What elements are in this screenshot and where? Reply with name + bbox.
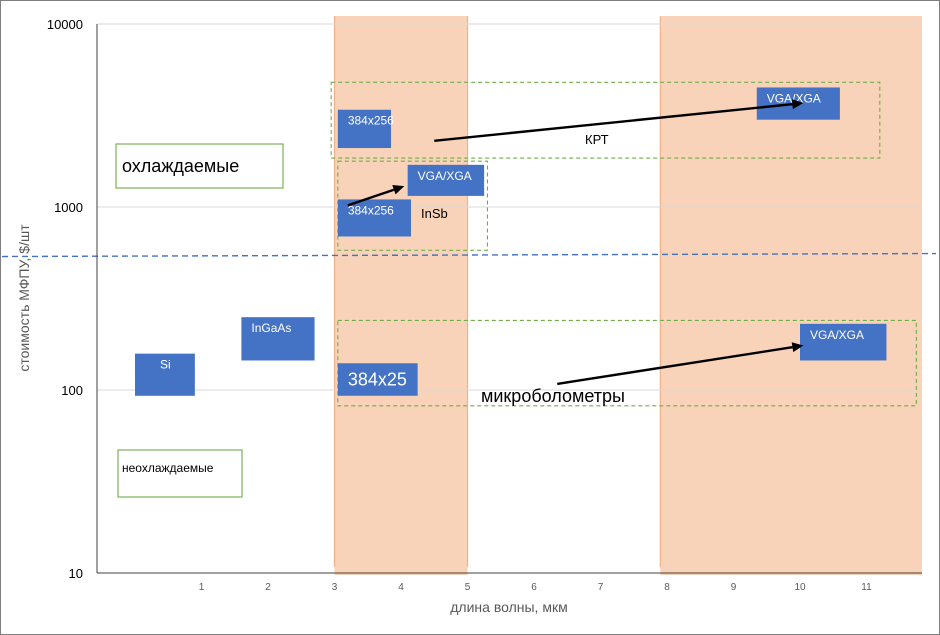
data-label: Si [160,358,171,372]
data-point [135,353,195,396]
x-tick-label: 2 [265,582,271,593]
arrows [347,99,804,386]
data-label: 384x25 [348,370,407,390]
group-label: InSb [421,206,448,221]
y-tick-label: 10 [69,566,83,581]
arrow-head [392,184,405,195]
y-tick-label: 100 [61,383,83,398]
grid-lines [97,23,922,391]
group-boxes: КРТ InSb микроболометры [330,81,917,407]
y-tick-label: 1000 [54,200,83,215]
arrow-shaft [347,188,395,207]
threshold-dashed-line [1,252,937,258]
threshold-line [1,252,937,258]
group-label: КРТ [585,132,609,147]
arrow-head [791,342,804,353]
tick-labels: 1 2 3 4 5 6 7 8 9 10 11 10 100 1000 10000 [47,17,872,593]
x-tick-label: 10 [794,582,806,593]
x-tick-label: 6 [531,582,537,593]
x-tick-label: 9 [731,582,737,593]
x-tick-label: 11 [861,582,872,593]
annotation-box [117,449,243,498]
annotations: охлаждаемые неохлаждаемые [115,143,284,498]
x-tick-label: 8 [664,582,670,593]
data-label: VGA/XGA [418,169,472,183]
annotation-label: неохлаждаемые [122,461,214,475]
data-point [407,164,485,196]
annotation-label: охлаждаемые [122,156,239,176]
x-tick-label: 5 [465,582,471,593]
data-point [337,109,392,149]
group-box [337,319,917,407]
data-label: VGA/XGA [810,328,864,342]
x-tick-label: 3 [332,582,338,593]
x-tick-label: 1 [199,582,205,593]
y-tick-label: 10000 [47,17,83,32]
data-label: 384x256 [348,114,394,128]
x-tick-label: 7 [598,582,604,593]
x-axis-label: длина волны, мкм [450,599,567,615]
spectral-bands [333,16,922,575]
data-point [337,363,418,396]
spectral-band [334,16,468,575]
arrow-shaft [557,346,793,386]
data-points: Si InGaAs 384x256 VGA/XGA 384x256 VGA/XGA 384x… [135,87,887,396]
arrow-shaft [434,102,793,142]
data-point [800,323,887,361]
group-label: микроболометры [481,386,625,406]
x-tick-label: 4 [398,582,404,593]
axes [96,24,922,574]
group-box [330,81,881,159]
data-label: InGaAs [251,321,291,335]
data-label: 384x256 [348,203,394,217]
annotation-box [115,143,284,189]
data-label: VGA/XGA [767,91,821,105]
y-axis-label: стоимость МФПУ, $/шт [16,224,32,372]
arrow-head [791,99,804,110]
data-point [241,317,315,361]
